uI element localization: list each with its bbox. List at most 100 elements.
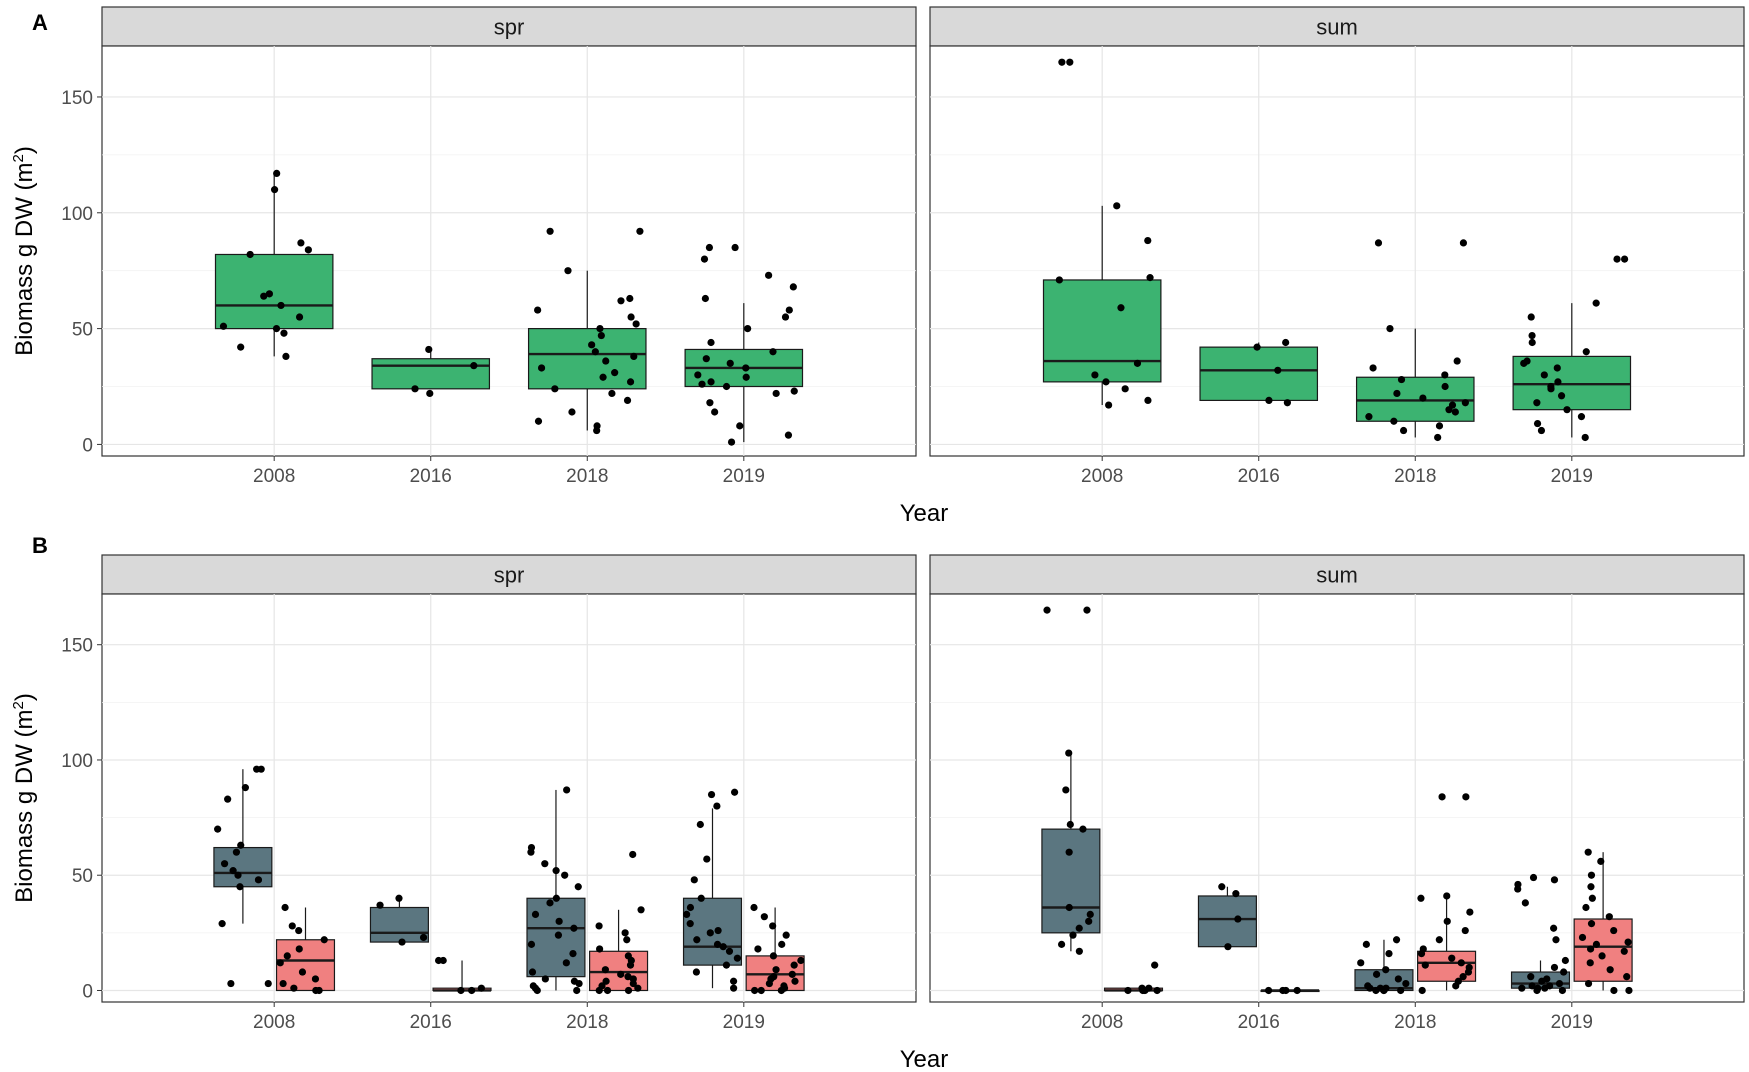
data-point	[713, 940, 722, 948]
facet-strip-sum	[929, 554, 1745, 595]
data-point	[224, 795, 232, 803]
data-point	[311, 975, 320, 983]
data-point	[531, 910, 540, 919]
x-tick-label: 2008	[1081, 1012, 1123, 1033]
data-point	[1083, 606, 1091, 614]
data-point	[555, 917, 563, 925]
data-point	[781, 313, 790, 321]
data-point	[528, 968, 537, 976]
data-point	[593, 422, 601, 430]
data-point	[624, 952, 632, 960]
data-point	[1397, 986, 1405, 995]
facet-strip-label: spr	[494, 563, 525, 588]
y-tick-label: 50	[72, 866, 93, 887]
data-point	[1366, 984, 1374, 992]
data-point	[700, 255, 709, 263]
data-point	[789, 283, 797, 291]
x-tick-label: 2018	[566, 1012, 608, 1033]
data-point	[312, 986, 320, 995]
data-point	[698, 380, 706, 388]
data-point	[229, 867, 237, 875]
data-point	[1232, 890, 1240, 898]
y-axis-title-main: Biomass g DW (m	[11, 162, 38, 355]
data-point	[1066, 58, 1074, 66]
data-point	[1558, 986, 1567, 995]
data-point	[1465, 963, 1473, 972]
data-point	[692, 968, 701, 976]
data-point	[1453, 357, 1461, 365]
data-point	[750, 903, 758, 912]
data-point	[602, 977, 610, 985]
data-point	[627, 313, 635, 321]
data-point	[1448, 954, 1456, 962]
data-point	[1357, 959, 1365, 967]
data-point	[277, 301, 285, 310]
box-group_a-2016	[369, 906, 429, 943]
y-axis-title-close: )	[11, 146, 38, 154]
data-point	[270, 186, 279, 194]
data-point	[1043, 606, 1051, 614]
x-tick-label: 2016	[1238, 1012, 1280, 1033]
data-point	[273, 169, 281, 178]
data-point	[1062, 786, 1070, 794]
panel-label: A	[32, 10, 48, 35]
data-point	[1598, 952, 1606, 960]
data-point	[588, 341, 596, 349]
data-point	[624, 986, 633, 995]
x-tick-label: 2019	[1551, 1012, 1593, 1033]
y-tick-label: 50	[72, 320, 93, 341]
data-point	[272, 324, 281, 333]
data-point	[719, 943, 727, 951]
data-point	[765, 271, 773, 279]
data-point	[632, 320, 640, 328]
data-point	[573, 986, 581, 995]
data-point	[725, 947, 734, 955]
data-point	[630, 352, 638, 360]
x-tick-label: 2019	[1551, 466, 1593, 487]
data-point	[1124, 986, 1132, 995]
data-point	[686, 920, 694, 928]
data-point	[784, 431, 793, 439]
data-point	[727, 438, 736, 446]
data-point	[598, 982, 606, 990]
data-point	[1065, 848, 1073, 856]
facet-strip-label: sum	[1316, 563, 1358, 588]
panel-background	[101, 45, 917, 457]
y-tick-label: 0	[82, 435, 93, 456]
facet-strip-sum	[929, 6, 1745, 47]
data-point	[1457, 959, 1465, 967]
data-point	[778, 940, 786, 948]
data-point	[623, 396, 632, 405]
data-point	[552, 894, 560, 902]
data-point	[1085, 917, 1093, 925]
data-point	[595, 922, 603, 930]
data-point	[552, 867, 560, 875]
data-point	[1625, 986, 1633, 995]
data-point	[596, 324, 604, 333]
data-point	[751, 986, 759, 995]
data-point	[1402, 979, 1410, 988]
data-point	[1419, 945, 1427, 953]
data-point	[1282, 338, 1290, 347]
data-point	[701, 294, 709, 303]
y-tick-label: 100	[61, 204, 93, 225]
data-point	[477, 984, 485, 992]
data-point	[1069, 931, 1077, 939]
data-point	[1419, 394, 1427, 402]
data-point	[683, 910, 691, 919]
data-point	[1582, 348, 1590, 356]
data-point	[298, 968, 307, 976]
data-point	[1527, 973, 1535, 981]
data-point	[1066, 820, 1074, 829]
data-point	[1586, 959, 1594, 967]
data-point	[1385, 949, 1393, 958]
data-point	[1390, 417, 1398, 425]
data-point	[1057, 940, 1066, 948]
data-point	[1441, 371, 1449, 379]
data-point	[1086, 910, 1094, 919]
data-point	[629, 850, 637, 859]
data-point	[564, 267, 572, 275]
data-point	[602, 357, 610, 365]
data-point	[1380, 986, 1388, 995]
data-point	[686, 903, 695, 912]
